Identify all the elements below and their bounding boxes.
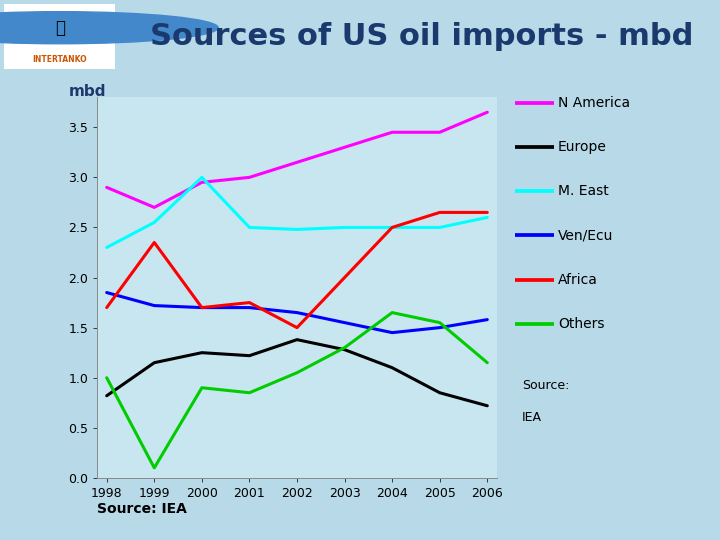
Others — [292, 369, 301, 376]
M. East — [245, 224, 253, 231]
N America — [150, 204, 158, 211]
Line: Ven/Ecu: Ven/Ecu — [107, 293, 487, 333]
Others — [245, 389, 253, 396]
Ven/Ecu — [436, 325, 444, 331]
Text: N America: N America — [558, 96, 630, 110]
M. East — [483, 214, 492, 221]
Others — [197, 384, 206, 391]
Line: Africa: Africa — [107, 212, 487, 328]
M. East — [102, 244, 111, 251]
Line: Others: Others — [107, 313, 487, 468]
M. East — [150, 219, 158, 226]
Europe — [102, 393, 111, 399]
Africa — [102, 305, 111, 311]
Africa — [197, 305, 206, 311]
Europe — [483, 402, 492, 409]
Africa — [150, 239, 158, 246]
Line: Europe: Europe — [107, 340, 487, 406]
Text: IEA: IEA — [522, 411, 542, 424]
Ven/Ecu — [483, 316, 492, 323]
M. East — [292, 226, 301, 233]
Text: M. East: M. East — [558, 184, 608, 198]
M. East — [197, 174, 206, 180]
M. East — [388, 224, 397, 231]
Ven/Ecu — [341, 319, 349, 326]
N America — [436, 129, 444, 136]
Others — [341, 345, 349, 351]
Europe — [197, 349, 206, 356]
Europe — [341, 347, 349, 353]
N America — [102, 184, 111, 191]
Text: Europe: Europe — [558, 140, 607, 154]
Text: mbd: mbd — [68, 84, 106, 99]
Africa — [292, 325, 301, 331]
Others — [483, 360, 492, 366]
Others — [150, 464, 158, 471]
Text: Sources of US oil imports - mbd: Sources of US oil imports - mbd — [150, 22, 693, 51]
Line: N America: N America — [107, 112, 487, 207]
N America — [388, 129, 397, 136]
Ven/Ecu — [102, 289, 111, 296]
Europe — [150, 360, 158, 366]
FancyBboxPatch shape — [4, 4, 115, 69]
Text: Ven/Ecu: Ven/Ecu — [558, 228, 613, 242]
N America — [483, 109, 492, 116]
Ven/Ecu — [197, 305, 206, 311]
Text: INTERTANKO: INTERTANKO — [32, 55, 87, 64]
Europe — [292, 336, 301, 343]
Text: 🌐: 🌐 — [55, 19, 65, 37]
Africa — [341, 274, 349, 281]
Text: Others: Others — [558, 317, 605, 331]
Others — [436, 319, 444, 326]
Others — [388, 309, 397, 316]
N America — [197, 179, 206, 186]
Ven/Ecu — [292, 309, 301, 316]
Others — [102, 374, 111, 381]
Europe — [436, 389, 444, 396]
M. East — [341, 224, 349, 231]
Africa — [388, 224, 397, 231]
Europe — [245, 353, 253, 359]
Africa — [245, 299, 253, 306]
Ven/Ecu — [150, 302, 158, 309]
Text: Africa: Africa — [558, 273, 598, 287]
Line: M. East: M. East — [107, 177, 487, 247]
Circle shape — [0, 12, 218, 44]
N America — [245, 174, 253, 180]
Ven/Ecu — [245, 305, 253, 311]
Text: Source: IEA: Source: IEA — [97, 502, 187, 516]
Text: Source:: Source: — [522, 379, 570, 392]
Africa — [483, 209, 492, 215]
Africa — [436, 209, 444, 215]
Ven/Ecu — [388, 329, 397, 336]
M. East — [436, 224, 444, 231]
N America — [341, 144, 349, 151]
Europe — [388, 364, 397, 371]
N America — [292, 159, 301, 166]
